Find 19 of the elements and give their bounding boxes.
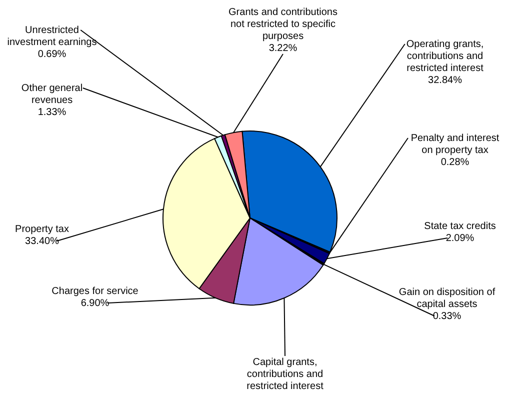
slice-label: Property tax: [15, 224, 69, 235]
data-label: 33.40%: [25, 236, 60, 247]
data-label: 3.22%: [268, 43, 298, 54]
data-label: 32.84%: [428, 75, 462, 86]
slice-label: Unrestricted investment earnings: [7, 25, 97, 48]
data-label: 0.69%: [38, 49, 66, 60]
slice-label: Other general revenues: [21, 83, 83, 106]
slice-label: Grants and contributions not restricted to specific purposes: [228, 7, 338, 42]
slice-label: Charges for service: [52, 286, 139, 297]
data-label: 6.90%: [80, 298, 110, 309]
slice-label: State tax credits: [424, 221, 496, 232]
data-label: 2.09%: [446, 233, 474, 244]
slice-label: Gain on disposition of capital assets: [398, 287, 496, 310]
data-label: 1.33%: [38, 107, 66, 118]
slice-label: Capital grants, contributions and restricted interest: [246, 357, 324, 392]
slice-label: Penalty and interest on property tax: [410, 133, 500, 156]
slice-label: Operating grants, contributions and restricted interest: [406, 39, 484, 74]
data-label: 0.28%: [440, 157, 470, 168]
data-label: 0.33%: [432, 311, 462, 322]
